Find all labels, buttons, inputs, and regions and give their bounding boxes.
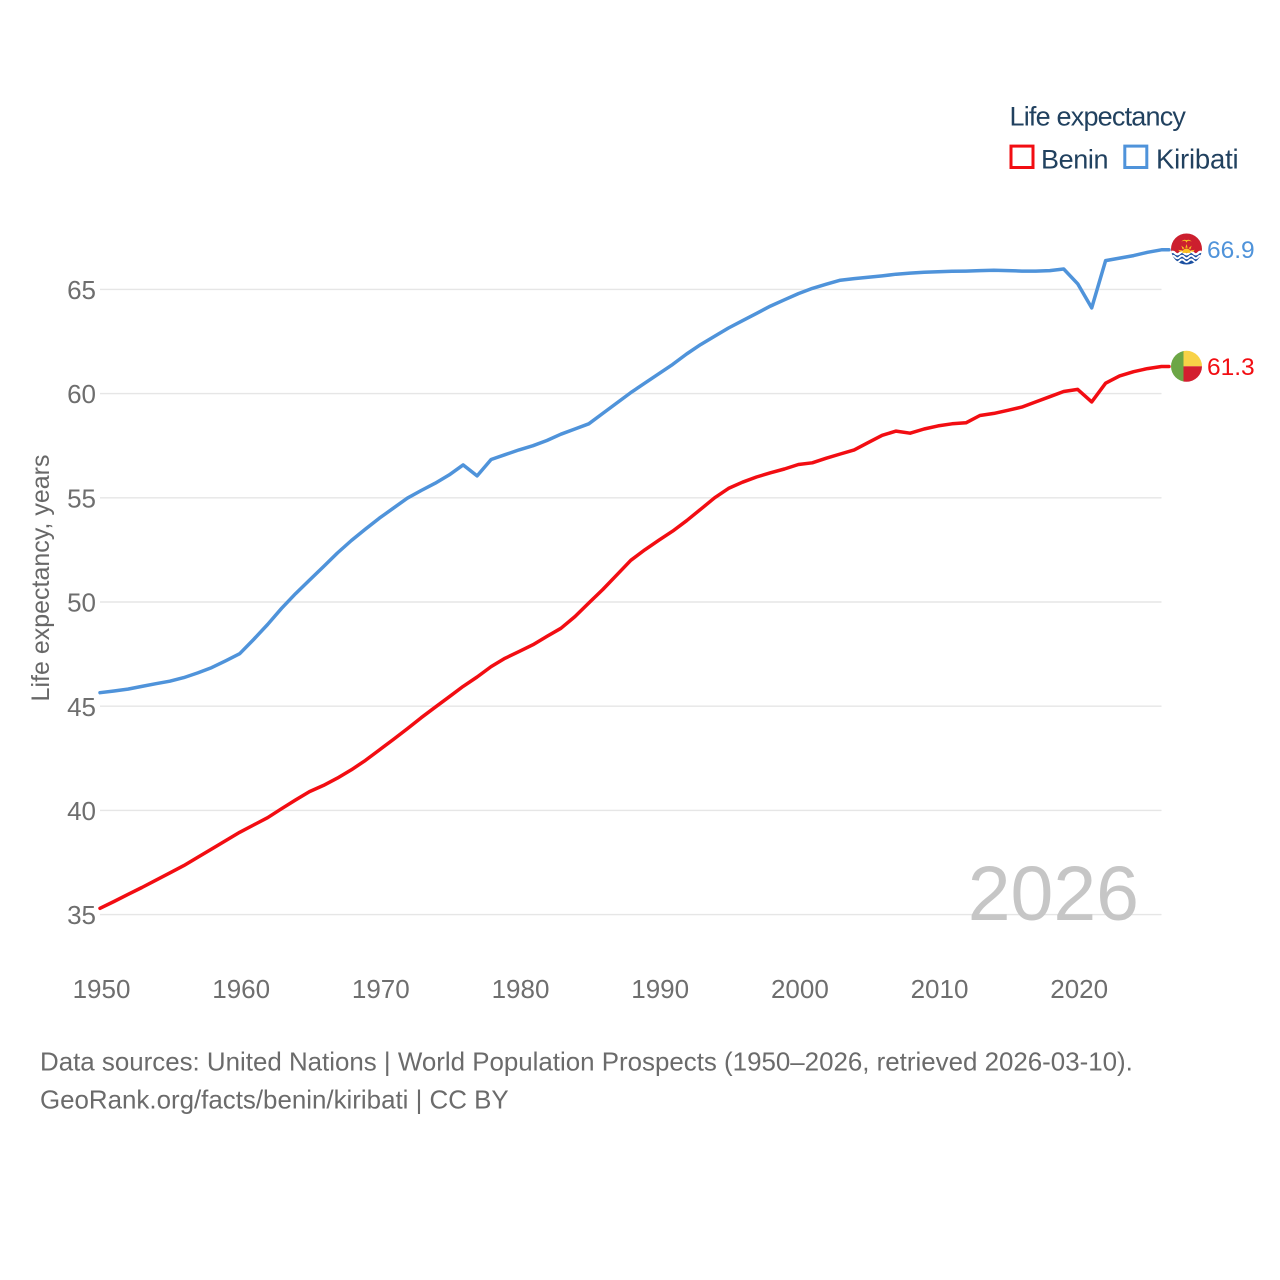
- svg-text:55: 55: [67, 483, 96, 513]
- svg-text:1980: 1980: [492, 974, 550, 1004]
- svg-text:66.9: 66.9: [1207, 237, 1255, 264]
- svg-text:35: 35: [67, 900, 96, 930]
- svg-text:65: 65: [67, 275, 96, 305]
- svg-text:1990: 1990: [631, 974, 689, 1004]
- svg-text:2000: 2000: [771, 974, 829, 1004]
- svg-text:61.3: 61.3: [1207, 354, 1255, 381]
- svg-text:Life expectancy, years: Life expectancy, years: [27, 455, 55, 702]
- svg-text:Data sources: United Nations |: Data sources: United Nations | World Pop…: [40, 1048, 1133, 1076]
- svg-text:2026: 2026: [968, 851, 1139, 937]
- svg-text:GeoRank.org/facts/benin/kiriba: GeoRank.org/facts/benin/kiribati | CC BY: [40, 1087, 509, 1115]
- svg-text:45: 45: [67, 692, 96, 722]
- svg-text:Benin: Benin: [1041, 145, 1108, 175]
- svg-text:1950: 1950: [73, 974, 131, 1004]
- svg-text:1960: 1960: [212, 974, 270, 1004]
- svg-text:2010: 2010: [911, 974, 969, 1004]
- svg-text:2020: 2020: [1050, 974, 1108, 1004]
- svg-text:60: 60: [67, 379, 96, 409]
- svg-text:Kiribati: Kiribati: [1156, 144, 1238, 175]
- svg-text:40: 40: [67, 796, 96, 826]
- svg-text:Life expectancy: Life expectancy: [1010, 102, 1187, 132]
- svg-text:1970: 1970: [352, 974, 410, 1004]
- svg-text:50: 50: [67, 588, 96, 618]
